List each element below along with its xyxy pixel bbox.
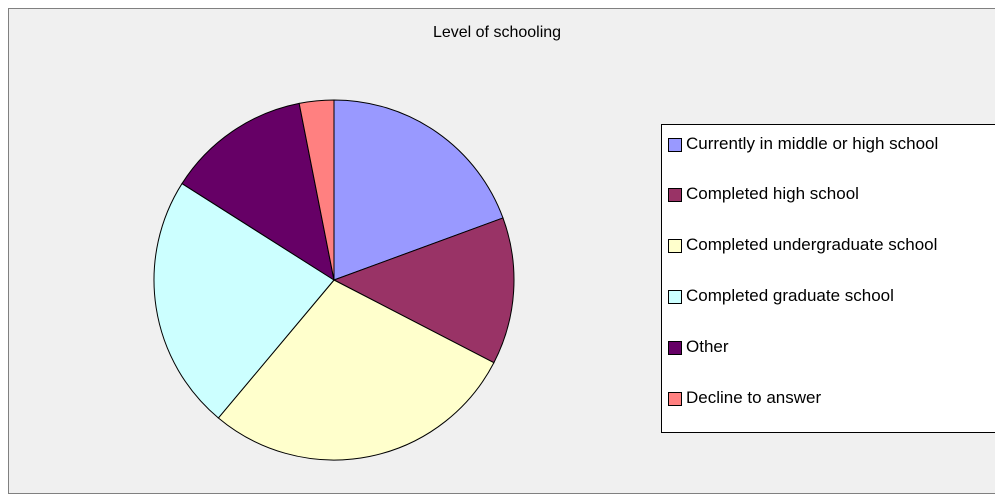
chart-title: Level of schooling: [433, 24, 561, 41]
legend-item: Completed undergraduate school: [668, 236, 937, 254]
legend-item: Decline to answer: [668, 389, 821, 407]
pie-slice: [217, 279, 495, 461]
legend-swatch: [668, 392, 682, 406]
legend-item: Other: [668, 338, 729, 356]
legend-item: Completed high school: [668, 185, 859, 203]
legend-label: Completed undergraduate school: [686, 235, 938, 254]
legend-swatch: [668, 290, 682, 304]
pie-slice: [181, 102, 335, 282]
legend-swatch: [668, 239, 682, 253]
legend-label: Currently in middle or high school: [686, 134, 939, 153]
pie-slice: [153, 182, 335, 419]
pie-slice: [333, 99, 504, 281]
legend-label: Completed graduate school: [686, 286, 894, 305]
legend-item: Completed graduate school: [668, 287, 894, 305]
legend: Currently in middle or high school Comple…: [661, 124, 995, 433]
legend-swatch: [668, 341, 682, 355]
legend-label: Completed high school: [686, 184, 859, 203]
legend-item: Currently in middle or high school: [668, 135, 946, 153]
legend-swatch: [668, 188, 682, 202]
pie-slice: [332, 217, 515, 364]
pie-slice: [298, 99, 335, 281]
legend-label: Decline to answer: [686, 388, 822, 407]
legend-label: Other: [686, 337, 729, 356]
legend-swatch: [668, 138, 682, 152]
